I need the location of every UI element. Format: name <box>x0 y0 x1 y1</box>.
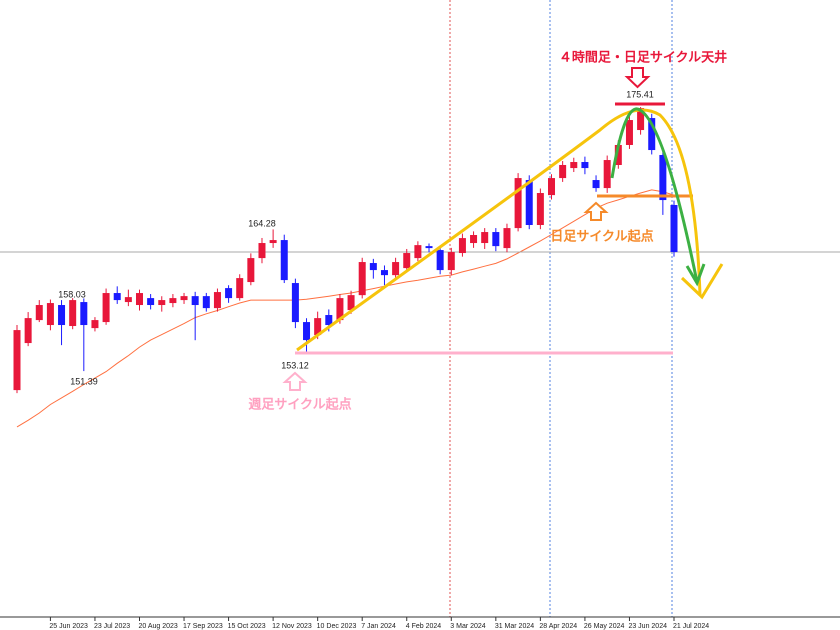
candle-body <box>347 295 355 311</box>
x-tick-label: 28 Apr 2024 <box>539 623 577 630</box>
candle-body <box>225 288 233 299</box>
candle-body <box>325 315 333 326</box>
annotation: ４時間足・日足サイクル天井 <box>559 49 727 64</box>
drawings <box>282 67 724 391</box>
annotation: 週足サイクル起点 <box>248 396 351 411</box>
candle-body <box>247 258 255 283</box>
candle-body <box>414 245 422 259</box>
x-tick-label: 4 Feb 2024 <box>406 623 442 630</box>
candle-body <box>559 164 567 179</box>
candle-body <box>447 252 455 271</box>
candle-body <box>525 180 533 226</box>
price-label: 175.41 <box>626 89 654 99</box>
candle-body <box>659 154 667 201</box>
annotation: 日足サイクル起点 <box>550 228 653 243</box>
candle-body <box>592 180 600 189</box>
x-tick-label: 20 Aug 2023 <box>138 623 177 630</box>
x-tick-label: 31 Mar 2024 <box>495 623 534 630</box>
candle-body <box>603 160 611 189</box>
x-tick-label: 23 Jul 2023 <box>94 623 130 630</box>
candle-body <box>69 300 77 327</box>
candle-body <box>280 240 288 281</box>
plot-area: 25 Jun 2023 23 Jul 2023 20 Aug 2023 17 Sep … <box>0 107 840 630</box>
price-label: 151.39 <box>70 376 98 386</box>
candle-body <box>648 118 656 151</box>
candle-body <box>269 240 277 244</box>
candle-body <box>625 120 633 145</box>
candle-body <box>403 253 411 269</box>
candle-body <box>614 144 622 165</box>
candle-body <box>492 232 500 247</box>
x-tick-label: 10 Dec 2023 <box>317 623 357 630</box>
x-tick-label: 17 Sep 2023 <box>183 623 223 630</box>
candle-body <box>158 300 166 306</box>
candle-body <box>369 263 377 271</box>
candle-body <box>358 262 366 296</box>
candle-body <box>169 298 177 304</box>
candle-body <box>124 297 132 303</box>
candle-body <box>291 283 299 323</box>
candle-body <box>458 238 466 254</box>
candle-body <box>258 243 266 259</box>
x-tick-label: 15 Oct 2023 <box>228 623 266 630</box>
moving-average <box>16 189 675 428</box>
candle-body <box>236 278 244 299</box>
arrow-head <box>685 263 706 287</box>
candle-body <box>147 298 155 306</box>
candle-body <box>213 292 221 309</box>
price-label: 158.03 <box>58 289 86 299</box>
candle-body <box>336 298 344 321</box>
price-label: 153.12 <box>281 360 309 370</box>
candle-body <box>314 318 322 336</box>
candle-body <box>303 322 311 341</box>
x-tick-label: 12 Nov 2023 <box>272 623 312 630</box>
candle-body <box>670 205 678 253</box>
candle-body <box>581 162 589 169</box>
candle-body <box>80 302 88 326</box>
candle-body <box>24 318 32 344</box>
candle-body <box>548 178 556 196</box>
candle-body <box>503 228 511 249</box>
candle-body <box>91 320 99 329</box>
arrow-head <box>680 263 724 300</box>
candle-body <box>570 162 578 169</box>
x-tick-label: 21 Jul 2024 <box>673 623 709 630</box>
cycle-arc <box>296 108 702 352</box>
price-label: 164.28 <box>248 218 276 228</box>
up-arrow <box>583 201 609 221</box>
x-tick-label: 25 Jun 2023 <box>49 623 88 630</box>
down-arrow <box>624 67 651 89</box>
x-tick-label: 3 Mar 2024 <box>450 623 486 630</box>
x-tick-label: 7 Jan 2024 <box>361 623 396 630</box>
candle-body <box>470 235 478 244</box>
candle-body <box>514 178 522 229</box>
candle-body <box>58 305 66 326</box>
candle-body <box>180 296 188 301</box>
candle-body <box>637 108 645 131</box>
candle-body <box>191 296 199 306</box>
candle-body <box>46 303 54 326</box>
candle-body <box>35 305 43 321</box>
cycle-arc <box>610 107 699 283</box>
candle-body <box>481 232 489 244</box>
up-arrow <box>282 371 308 391</box>
candle-body <box>392 262 400 276</box>
candle-body <box>536 193 544 226</box>
x-tick-label: 26 May 2024 <box>584 623 625 630</box>
candle-body <box>135 293 143 306</box>
candle-body <box>113 293 121 301</box>
candle-body <box>425 246 433 249</box>
candle-body <box>102 293 110 323</box>
candle-body <box>436 250 444 271</box>
candle-body <box>202 296 210 309</box>
candle-body <box>13 330 21 391</box>
x-tick-label: 23 Jun 2024 <box>628 623 667 630</box>
candle-body <box>380 270 388 276</box>
